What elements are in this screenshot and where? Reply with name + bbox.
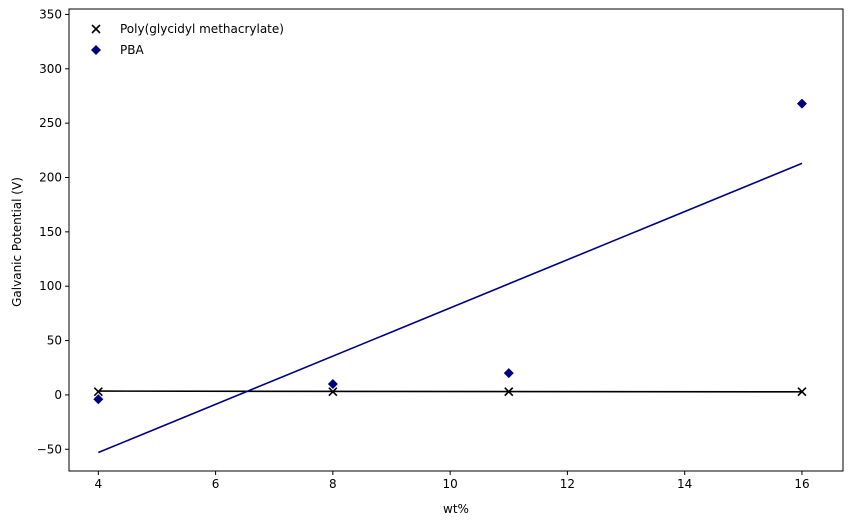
x-tick-label-6: 14 <box>677 477 692 491</box>
x-tick-label-5: 12 <box>560 477 575 491</box>
point-series2-4 <box>796 98 807 109</box>
y-tick-label-7: 250 <box>39 116 62 130</box>
legend-marker-1-stroke-b <box>91 24 101 34</box>
point-series1-4-stroke-b <box>797 387 807 397</box>
legend: Poly(glycidyl methacrylate) PBA <box>91 22 284 57</box>
point-series1-1 <box>93 387 103 397</box>
x-tick-label-2: 6 <box>212 477 220 491</box>
point-series1-3 <box>504 387 514 397</box>
y-axis-label: Galvanic Potential (V) <box>10 177 24 307</box>
y-tick-label-6: 200 <box>39 170 62 184</box>
legend-marker-1 <box>91 24 101 34</box>
fit-line-2 <box>98 162 803 454</box>
y-tick-label-5: 150 <box>39 225 62 239</box>
point-series1-3-stroke-b <box>504 387 514 397</box>
point-series1-2 <box>328 387 338 397</box>
point-series1-4 <box>797 387 807 397</box>
y-tick-label-9: 350 <box>39 7 62 21</box>
legend-label-1: Poly(glycidyl methacrylate) <box>120 22 284 36</box>
point-series2-1 <box>93 394 104 405</box>
legend-marker-2 <box>91 45 101 55</box>
axes-layer: 4 6 8 10 12 14 16 −50 0 50 100 150 200 250 300 350 <box>37 7 844 491</box>
plot-layer <box>93 98 807 454</box>
x-tick-label-1: 4 <box>94 477 102 491</box>
x-tick-label-4: 10 <box>442 477 457 491</box>
fit-line-1 <box>98 390 802 393</box>
x-tick-label-3: 8 <box>329 477 337 491</box>
y-tick-label-4: 100 <box>39 279 62 293</box>
x-axis-label: wt% <box>443 502 469 516</box>
legend-label-2: PBA <box>120 43 144 57</box>
point-series1-1-stroke-b <box>93 387 103 397</box>
plot-frame <box>68 8 844 472</box>
x-tick-label-7: 16 <box>794 477 809 491</box>
point-series1-2-stroke-b <box>328 387 338 397</box>
y-tick-label-3: 50 <box>47 334 62 348</box>
y-tick-label-1: −50 <box>37 442 62 456</box>
point-series2-2 <box>327 379 338 390</box>
y-tick-label-8: 300 <box>39 62 62 76</box>
y-tick-label-2: 0 <box>54 388 62 402</box>
point-series2-3 <box>503 368 514 379</box>
